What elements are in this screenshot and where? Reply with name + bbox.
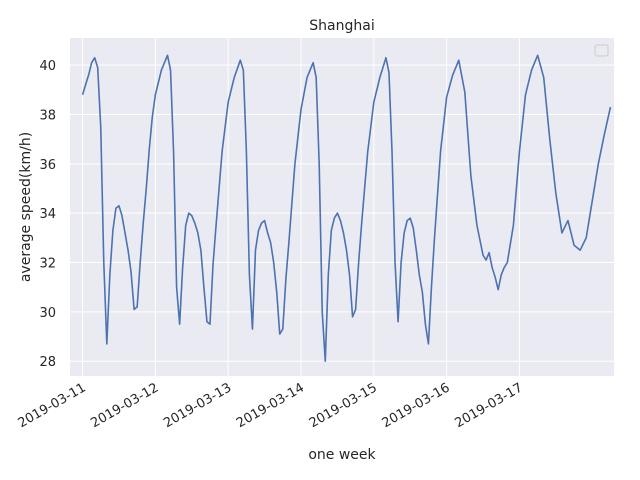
y-tick-label: 38 bbox=[39, 108, 56, 123]
y-tick-label: 34 bbox=[39, 207, 56, 222]
x-tick-label: 2019-03-11 bbox=[16, 380, 89, 431]
legend-box bbox=[594, 44, 609, 57]
y-axis-label: average speed(km/h) bbox=[18, 132, 34, 282]
x-tick-label: 2019-03-16 bbox=[380, 380, 453, 431]
series-line bbox=[81, 54, 612, 362]
chart-title: Shanghai bbox=[309, 18, 374, 34]
y-tick-labels: 28 30 32 34 36 38 40 bbox=[39, 59, 56, 370]
x-tick-labels: 2019-03-11 2019-03-12 2019-03-13 2019-03-14… bbox=[16, 380, 526, 431]
y-tick-label: 32 bbox=[39, 257, 56, 272]
y-tick-label: 30 bbox=[39, 306, 56, 321]
x-tick-label: 2019-03-12 bbox=[88, 380, 161, 431]
y-tick-label: 28 bbox=[39, 355, 56, 370]
plot-background bbox=[70, 38, 614, 376]
x-axis-label: one week bbox=[308, 447, 376, 463]
x-tick-label: 2019-03-14 bbox=[234, 380, 307, 431]
x-tick-label: 2019-03-17 bbox=[453, 380, 526, 431]
y-tick-label: 36 bbox=[39, 158, 56, 173]
x-tick-label: 2019-03-15 bbox=[307, 380, 380, 431]
y-tick-label: 40 bbox=[39, 59, 56, 74]
x-tick-label: 2019-03-13 bbox=[161, 380, 234, 431]
